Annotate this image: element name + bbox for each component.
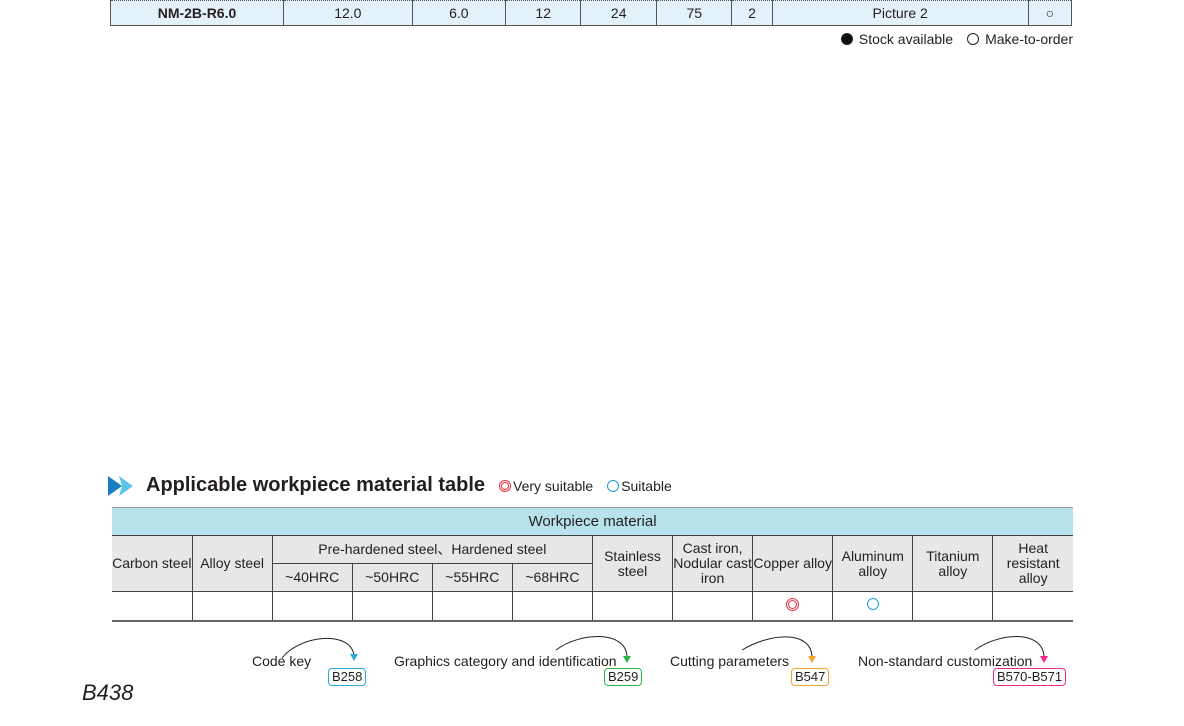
col-68hrc: ~68HRC bbox=[511, 563, 593, 592]
double-arrow-icon bbox=[108, 475, 133, 496]
arrow-icon bbox=[741, 636, 813, 657]
cell: 12 bbox=[504, 0, 582, 26]
double-circle-icon bbox=[499, 479, 512, 492]
cell bbox=[112, 591, 193, 621]
key-label: Suitable bbox=[621, 477, 672, 494]
col-copper: Copper alloy bbox=[752, 535, 834, 592]
cell bbox=[191, 591, 273, 621]
cell: 2 bbox=[731, 0, 773, 26]
cell bbox=[912, 591, 994, 621]
cell: 75 bbox=[655, 0, 733, 26]
circle-icon bbox=[866, 598, 879, 611]
col-carbon: Carbon steel bbox=[112, 535, 193, 592]
cell: 6.0 bbox=[411, 0, 506, 26]
col-55hrc: ~55HRC bbox=[431, 563, 513, 592]
arrow-icon bbox=[281, 637, 355, 659]
circle-icon bbox=[607, 479, 620, 492]
copper-rating bbox=[752, 591, 834, 621]
col-alloy: Alloy steel bbox=[191, 535, 273, 592]
legend-make-to-order: Make-to-order bbox=[985, 31, 1073, 47]
arrowhead-icon bbox=[808, 656, 816, 663]
cell: 12.0 bbox=[283, 0, 413, 26]
material-section-header: Applicable workpiece material table Very… bbox=[108, 474, 672, 497]
table-row: NM-2B-R6.0 12.0 6.0 12 24 75 2 Picture 2… bbox=[110, 0, 1073, 26]
band-header: Workpiece material bbox=[112, 507, 1073, 536]
table-row bbox=[112, 591, 1073, 621]
ref-link-b570[interactable]: B570-B571 bbox=[993, 668, 1067, 686]
arrowhead-icon bbox=[350, 654, 358, 661]
col-40hrc: ~40HRC bbox=[271, 563, 353, 592]
key-suitable: Suitable bbox=[607, 478, 672, 494]
ref-link-b259[interactable]: B259 bbox=[604, 668, 643, 686]
col-cast: Cast iron, Nodular cast iron bbox=[672, 535, 754, 592]
col-titanium: Titanium alloy bbox=[912, 535, 994, 592]
cell: 24 bbox=[580, 0, 657, 26]
col-50hrc: ~50HRC bbox=[351, 563, 433, 592]
cell bbox=[992, 591, 1073, 621]
aluminum-rating bbox=[832, 591, 914, 621]
legend-available: Stock available bbox=[858, 31, 954, 47]
cell bbox=[672, 591, 754, 621]
ref-non-standard: Non-standard customization bbox=[858, 653, 1033, 669]
stock-legend: Stock available Make-to-order bbox=[840, 31, 1073, 47]
col-stainless: Stainless steel bbox=[591, 535, 674, 592]
key-very-suitable: Very suitable bbox=[499, 478, 593, 494]
ref-link-b258[interactable]: B258 bbox=[328, 668, 367, 686]
cell bbox=[591, 591, 674, 621]
open-circle-icon bbox=[967, 33, 980, 45]
cell bbox=[351, 591, 433, 621]
ref-graphics-category: Graphics category and identification bbox=[394, 653, 617, 669]
double-circle-icon bbox=[786, 597, 800, 611]
col-hardened: Pre-hardened steel、Hardened steel bbox=[271, 535, 593, 564]
ref-cutting-parameters: Cutting parameters bbox=[670, 653, 790, 669]
ref-code-key: Code key bbox=[252, 653, 312, 669]
key-label: Very suitable bbox=[513, 477, 594, 494]
ref-link-b547[interactable]: B547 bbox=[791, 668, 830, 686]
cell bbox=[431, 591, 513, 621]
col-aluminum: Aluminum alloy bbox=[832, 535, 914, 592]
arrow-icon bbox=[555, 635, 628, 657]
material-table: Workpiece material Carbon steel Alloy st… bbox=[112, 507, 1073, 622]
section-title: Applicable workpiece material table bbox=[146, 474, 486, 496]
stock-status-cell: ○ bbox=[1027, 0, 1073, 26]
spec-table: NM-2B-R6.0 12.0 6.0 12 24 75 2 Picture 2… bbox=[110, 0, 1073, 26]
arrowhead-icon bbox=[623, 656, 631, 663]
page-number: B438 bbox=[82, 680, 134, 705]
model-cell: NM-2B-R6.0 bbox=[110, 0, 284, 26]
cell bbox=[511, 591, 593, 621]
col-heat: Heat resistant alloy bbox=[992, 535, 1073, 592]
cell bbox=[271, 591, 353, 621]
cell: Picture 2 bbox=[771, 0, 1029, 26]
arrow-icon bbox=[974, 636, 1045, 657]
arrowhead-icon bbox=[1040, 656, 1048, 663]
reference-arrows bbox=[281, 635, 1048, 663]
filled-circle-icon bbox=[840, 33, 853, 45]
